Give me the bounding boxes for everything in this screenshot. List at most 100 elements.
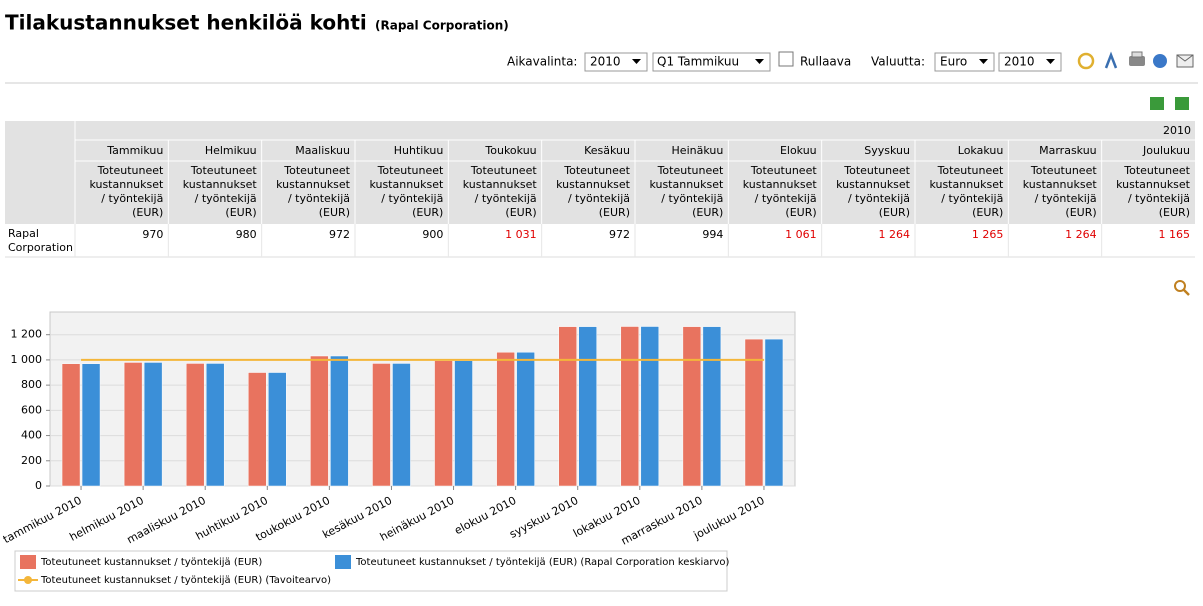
- page-subtitle: (Rapal Corporation): [375, 19, 509, 33]
- bar: [434, 360, 453, 487]
- quarter-value: Q1 Tammikuu: [657, 55, 739, 69]
- value-cell: 1 264: [879, 228, 911, 241]
- month-header: Maaliskuu: [295, 144, 350, 157]
- month-header: Heinäkuu: [672, 144, 724, 157]
- y-tick-label: 400: [21, 429, 42, 442]
- legend-label: Toteutuneet kustannukset / työntekijä (E…: [355, 557, 730, 568]
- bar: [516, 351, 535, 487]
- y-tick-label: 1 200: [11, 328, 43, 341]
- bar: [123, 362, 143, 487]
- mail-icon[interactable]: [1176, 54, 1194, 68]
- measure-header: Toteutuneet kustannukset / työntekijä (EUR): [89, 164, 164, 219]
- value-cell: 1 165: [1159, 228, 1191, 241]
- value-cell: 970: [142, 228, 163, 241]
- measure-header: Toteutuneet kustannukset / työntekijä (EUR): [929, 164, 1004, 219]
- bar: [702, 326, 722, 487]
- bar: [682, 326, 702, 487]
- legend-swatch: [20, 555, 36, 569]
- currency-label: Valuutta:: [871, 55, 925, 69]
- period-label: Aikavalinta:: [507, 55, 577, 69]
- y-tick-label: 600: [21, 403, 42, 416]
- measure-header: Toteutuneet kustannukset / työntekijä (EUR): [556, 164, 631, 219]
- bar: [744, 338, 764, 487]
- measure-header: Toteutuneet kustannukset / työntekijä (EUR): [836, 164, 911, 219]
- value-cell: 1 265: [972, 228, 1004, 241]
- month-header: Helmikuu: [205, 144, 257, 157]
- value-cell: 972: [329, 228, 350, 241]
- value-cell: 1 061: [785, 228, 817, 241]
- bar: [61, 363, 81, 487]
- month-header: Elokuu: [780, 144, 817, 157]
- currency-year-select[interactable]: 2010: [998, 52, 1062, 72]
- year-value: 2010: [590, 55, 621, 69]
- bar: [372, 363, 391, 487]
- currency-value: Euro: [940, 55, 967, 69]
- value-cell: 1 031: [505, 228, 537, 241]
- year-select[interactable]: 2010: [584, 52, 648, 72]
- euro-icon[interactable]: [1077, 52, 1095, 70]
- value-cell: 972: [609, 228, 630, 241]
- bar: [454, 360, 473, 487]
- month-header: Toukokuu: [484, 144, 536, 157]
- bar: [392, 363, 411, 487]
- month-header: Kesäkuu: [584, 144, 630, 157]
- bar: [496, 351, 515, 487]
- zoom-icon[interactable]: [1174, 280, 1190, 296]
- month-header: Syyskuu: [864, 144, 910, 157]
- bar: [310, 355, 329, 487]
- bar: [185, 363, 205, 487]
- row-label: Rapal Corporation: [8, 227, 73, 254]
- header-bg: [5, 121, 1195, 224]
- bar: [205, 363, 225, 487]
- page-title: Tilakustannukset henkilöä kohti: [5, 11, 367, 35]
- legend-swatch: [335, 555, 351, 569]
- rolling-checkbox[interactable]: [778, 51, 794, 67]
- measure-header: Toteutuneet kustannukset / työntekijä (EUR): [276, 164, 351, 219]
- measure-header: Toteutuneet kustannukset / työntekijä (EUR): [743, 164, 818, 219]
- quarter-select[interactable]: Q1 Tammikuu: [652, 52, 771, 72]
- year-header: 2010: [1163, 124, 1191, 137]
- month-header: Joulukuu: [1142, 144, 1190, 157]
- bar: [330, 355, 349, 487]
- value-cell: 900: [422, 228, 443, 241]
- y-tick-label: 1 000: [11, 353, 43, 366]
- bar: [764, 338, 784, 487]
- legend-label: Toteutuneet kustannukset / työntekijä (E…: [40, 575, 331, 586]
- measure-header: Toteutuneet kustannukset / työntekijä (EUR): [369, 164, 444, 219]
- measure-header: Toteutuneet kustannukset / työntekijä (EUR): [463, 164, 538, 219]
- month-header: Tammikuu: [106, 144, 163, 157]
- bar: [268, 372, 287, 487]
- bar: [143, 362, 163, 487]
- excel-icon[interactable]: [1150, 97, 1164, 110]
- month-header: Huhtikuu: [394, 144, 444, 157]
- currency-select[interactable]: Euro: [934, 52, 995, 72]
- print-icon[interactable]: [1129, 51, 1145, 66]
- data-table: 2010 Rapal Corporation Tammikuu Toteutuneet k…: [5, 121, 1195, 258]
- bar: [558, 326, 577, 487]
- help-icon[interactable]: [1153, 54, 1167, 68]
- month-header: Lokakuu: [958, 144, 1004, 157]
- value-cell: 980: [236, 228, 257, 241]
- legend-label: Toteutuneet kustannukset / työntekijä (E…: [40, 557, 262, 568]
- value-cell: 1 264: [1065, 228, 1097, 241]
- bar: [578, 326, 597, 487]
- measure-header: Toteutuneet kustannukset / työntekijä (EUR): [1116, 164, 1191, 219]
- font-icon[interactable]: [1104, 51, 1118, 69]
- y-tick-label: 0: [35, 479, 42, 492]
- y-tick-label: 800: [21, 378, 42, 391]
- bar: [81, 363, 101, 487]
- x-tick-label: syyskuu 2010: [507, 494, 580, 541]
- measure-header: Toteutuneet kustannukset / työntekijä (EUR): [183, 164, 258, 219]
- legend-box: [14, 550, 728, 592]
- rolling-label: Rullaava: [800, 55, 851, 69]
- legend-marker: [24, 576, 32, 584]
- bar: [620, 326, 640, 487]
- month-header: Marraskuu: [1039, 144, 1097, 157]
- value-cell: 994: [702, 228, 723, 241]
- plot-area: [49, 311, 796, 487]
- bar: [248, 372, 267, 487]
- currency-year-value: 2010: [1004, 55, 1035, 69]
- excel-icon[interactable]: [1175, 97, 1189, 110]
